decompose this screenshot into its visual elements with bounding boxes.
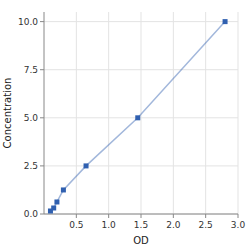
marker [135,115,140,120]
tick-label: 2.0 [166,220,181,230]
tick-mark [40,214,44,215]
grid-line [76,12,77,214]
grid-line [44,117,238,118]
grid-line [44,69,238,70]
grid-line [238,12,239,214]
tick-mark [238,214,239,218]
tick-label: 0.0 [24,209,39,219]
tick-mark [40,69,44,70]
tick-mark [141,214,142,218]
grid-line [44,214,238,215]
x-axis-label: OD [133,235,149,246]
tick-mark [40,21,44,22]
tick-mark [205,214,206,218]
tick-mark [76,214,77,218]
marker [54,199,59,204]
tick-label: 3.0 [231,220,246,230]
tick-mark [40,165,44,166]
tick-label: 1.5 [134,220,148,230]
marker [84,163,89,168]
marker [61,187,66,192]
x-axis-line [44,214,238,215]
y-axis-label: Concentration [2,78,13,149]
tick-label: 2.5 [24,161,38,171]
grid-line [44,165,238,166]
tick-label: 0.5 [69,220,83,230]
tick-label: 10.0 [18,17,38,27]
axes: 0.5 1.0 1.5 2.0 2.5 3.0 0.0 2.5 5.0 7.5 10.0 [18,12,245,230]
grid-line [44,21,238,22]
chart: 0.5 1.0 1.5 2.0 2.5 3.0 0.0 2.5 5.0 7.5 10.0 OD Conc… [0,0,250,250]
marker [223,19,228,24]
series [48,19,228,213]
y-axis-line [44,12,45,214]
tick-label: 2.5 [199,220,213,230]
tick-label: 7.5 [24,65,38,75]
grid-line [173,12,174,214]
grid [44,12,238,214]
line [50,22,225,211]
tick-mark [40,117,44,118]
tick-label: 1.0 [102,220,117,230]
marker [51,205,56,210]
tick-mark [108,214,109,218]
tick-mark [173,214,174,218]
tick-label: 5.0 [24,113,39,123]
grid-line [108,12,109,214]
